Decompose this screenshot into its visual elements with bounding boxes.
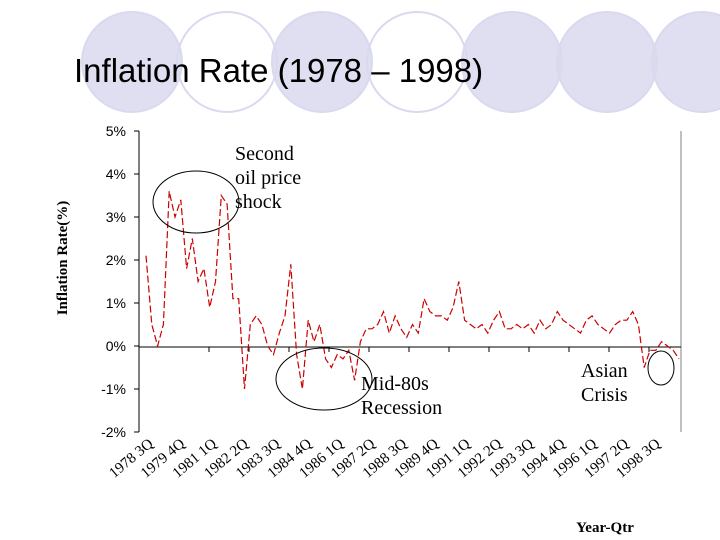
decor-circle — [556, 11, 658, 113]
decor-circle-filled — [557, 12, 657, 112]
y-axis-label: Inflation Rate(%) — [55, 201, 71, 316]
header-decoration — [81, 11, 720, 113]
y-tick-label: 0% — [106, 338, 126, 354]
slide-title: Inflation Rate (1978 – 1998) — [74, 52, 484, 89]
decor-circle — [81, 11, 183, 113]
annotation-mid-80s-recession: Mid-80s Recession — [361, 373, 442, 419]
y-tick-label: -2% — [101, 424, 126, 440]
second-oil-shock-ellipse — [152, 170, 240, 234]
annotation-second-oil-shock: Second oil price shock — [235, 143, 306, 213]
y-tick-label: 1% — [106, 295, 126, 311]
y-tick-label: 2% — [106, 252, 126, 268]
y-tick-label: 5% — [106, 123, 126, 139]
inflation-series-line — [145, 191, 680, 390]
decor-circle — [366, 11, 468, 113]
y-tick-label: 3% — [106, 209, 126, 225]
decor-circle — [461, 11, 563, 113]
decor-circle-filled — [272, 12, 372, 112]
x-axis-label: Year-Qtr — [576, 520, 634, 536]
decor-circle-filled — [82, 12, 182, 112]
y-tick-label: 4% — [106, 166, 126, 182]
annotation-asian-crisis: Asian Crisis — [581, 360, 633, 406]
decor-circle-filled — [652, 12, 720, 112]
y-tick-label: -1% — [101, 381, 126, 397]
decor-circle — [651, 11, 720, 113]
mid-80s-recession-ellipse — [275, 347, 373, 411]
decor-circle — [271, 11, 373, 113]
asian-crisis-ellipse — [647, 350, 675, 386]
decor-circle-filled — [462, 12, 562, 112]
decor-circle — [176, 11, 278, 113]
